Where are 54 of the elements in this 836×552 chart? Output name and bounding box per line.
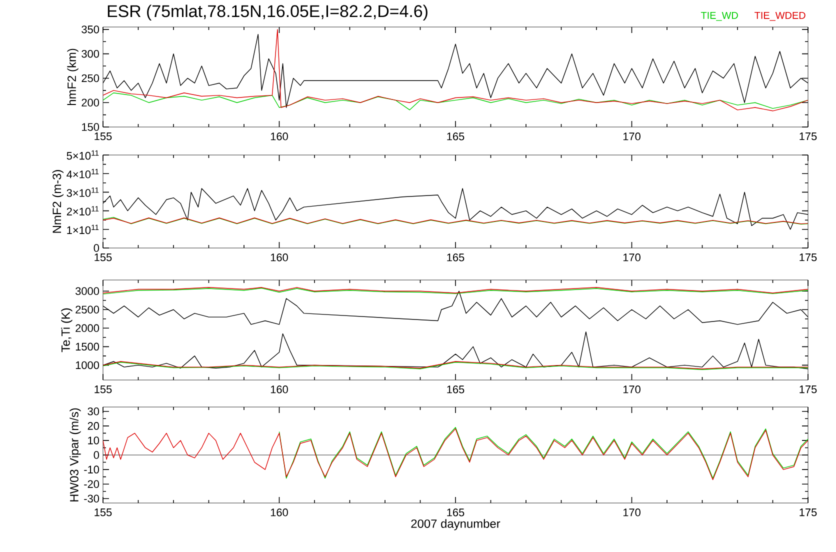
y-tick-label: -20 [84,480,100,488]
x-tick-label: 160 [270,386,288,394]
y-tick-label: 250 [82,74,100,82]
y-axis-title: NmF2 (m-3) [52,170,64,233]
x-tick-label: 165 [447,508,464,516]
y-tick-label: 1500 [76,342,100,351]
y-tick-label: 4×10$^{11}$ [66,168,99,178]
y-tick-label: 150 [82,123,100,131]
text: TIE_WDED [754,12,806,21]
y-tick-label: 5×10$^{11}$ [66,150,99,160]
x-tick-label: 170 [623,386,640,394]
text: TIE_WD [700,12,738,21]
x-tick-label: 175 [800,508,817,516]
x-tick-label: 165 [447,254,464,262]
x-tick-label: 170 [623,508,640,516]
y-tick-label: -10 [84,466,100,474]
x-tick-label: 165 [447,386,464,394]
y-tick-label: 10 [88,436,100,444]
x-tick-label: 170 [623,254,640,262]
y-tick-label: 2500 [76,306,100,314]
x-tick-label: 155 [94,386,112,394]
chart-title: ESR (75mlat,78.15N,16.05E,I=82.2,D=4.6) [108,4,428,20]
y-tick-label: 20 [88,422,100,430]
x-axis-title: 2007 daynumber [411,519,500,530]
x-tick-label: 155 [94,254,112,262]
x-tick-label: 155 [94,508,112,516]
y-tick-label: 2×10$^{11}$ [66,206,99,216]
y-axis-title: HW03 Vipar (m/s) [70,408,81,502]
x-tick-label: 160 [270,132,288,140]
x-tick-label: 160 [270,254,288,262]
y-tick-label: 1×10$^{11}$ [67,224,99,234]
y-tick-label: 2000 [76,324,100,332]
x-tick-label: 175 [800,254,817,262]
y-tick-label: 300 [82,50,100,58]
y-axis-title: hmF2 (km) [67,48,78,106]
line-series [103,428,808,480]
y-tick-label: -30 [84,494,100,503]
x-tick-label: 175 [800,132,817,140]
y-tick-label: 3×10$^{11}$ [66,188,99,197]
y-tick-label: 350 [82,26,100,34]
y-tick-label: 0 [94,451,100,459]
y-tick-label: 1000 [76,361,100,370]
y-tick-label: 200 [82,98,100,106]
y-axis-title: Te,Ti (K) [61,308,72,352]
line-series [103,92,808,110]
y-tick-label: 30 [88,408,100,416]
line-series [278,427,808,479]
x-tick-label: 170 [623,132,640,140]
x-tick-label: 165 [447,132,464,140]
x-tick-label: 160 [270,508,288,516]
y-tick-label: 3000 [76,287,100,295]
y-tick-label: 0 [94,244,100,252]
x-tick-label: 175 [800,386,817,394]
x-tick-label: 155 [94,132,112,140]
